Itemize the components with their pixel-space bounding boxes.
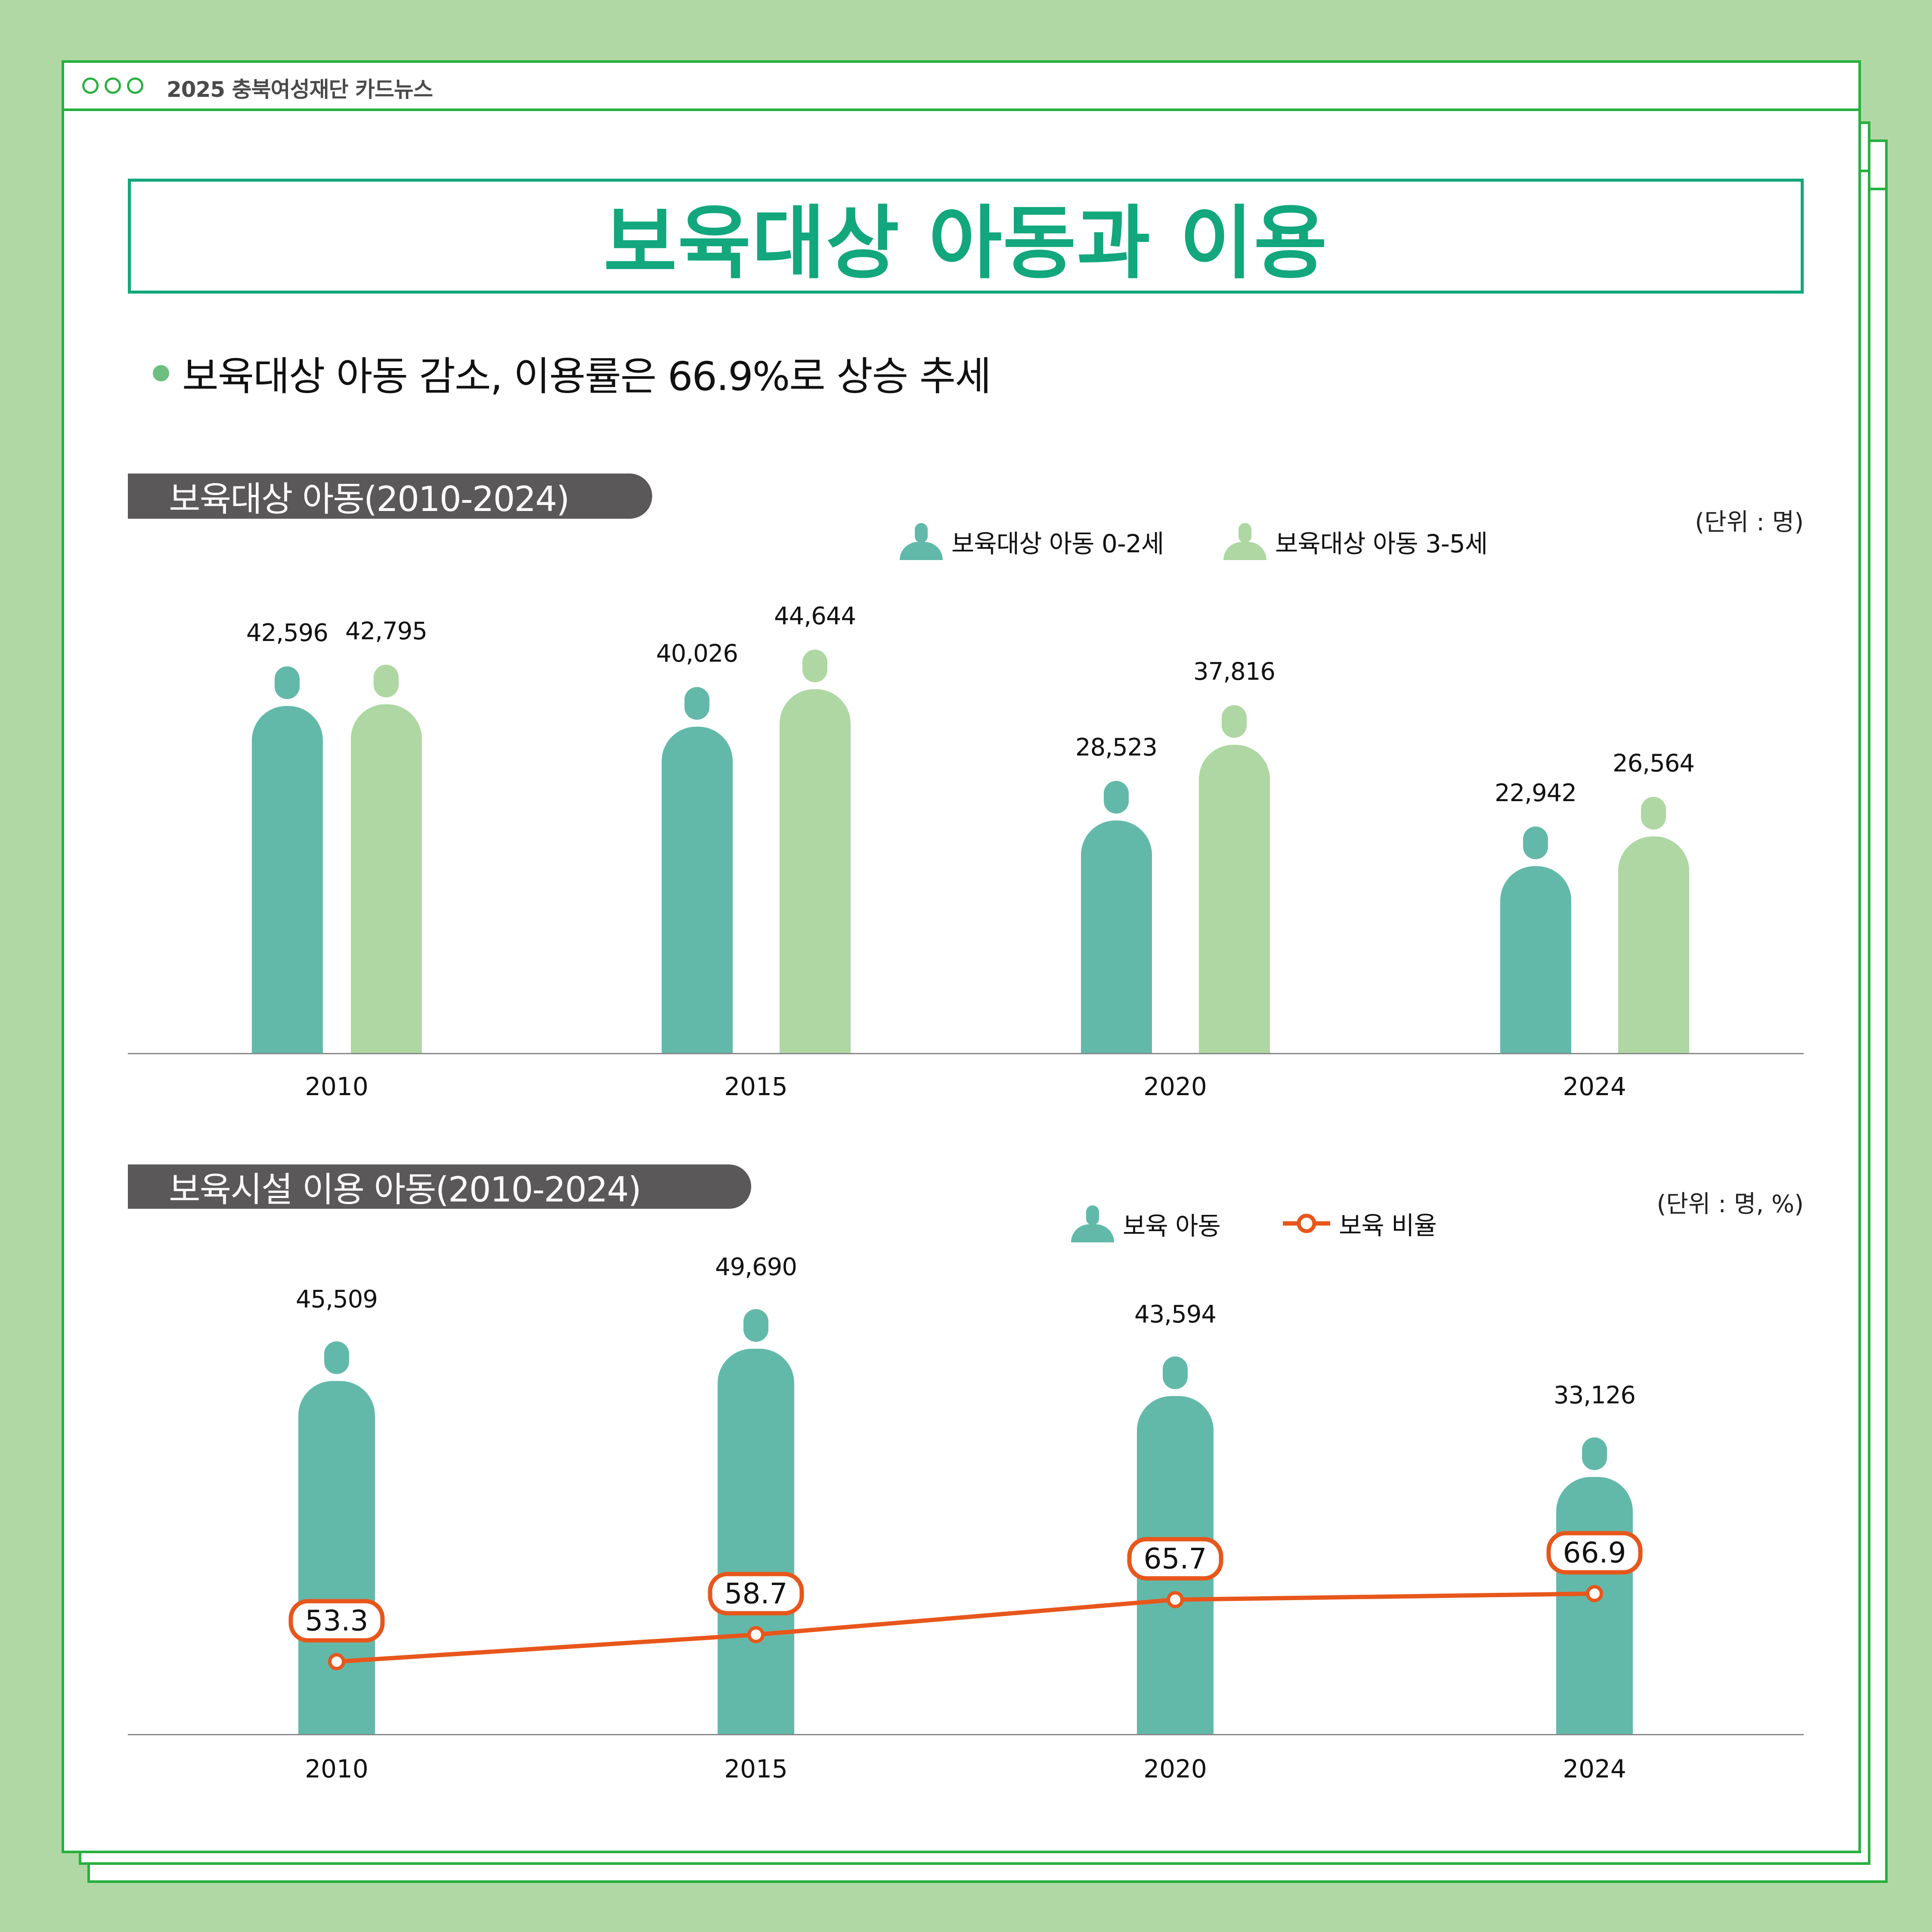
bar-body bbox=[661, 727, 733, 1053]
x-tick: 2015 bbox=[724, 1754, 788, 1783]
person-head-icon bbox=[743, 1309, 768, 1342]
person-head-icon bbox=[684, 687, 709, 720]
chart2-x-axis bbox=[128, 1734, 1804, 1735]
person-head-icon bbox=[1641, 797, 1666, 830]
ratio-label: 66.9 bbox=[1546, 1531, 1643, 1575]
person-bar bbox=[350, 664, 422, 1053]
section2-legend-ratio: 보육 비율 bbox=[1283, 1205, 1437, 1242]
person-bar bbox=[1500, 826, 1571, 1053]
x-tick: 2024 bbox=[1563, 1754, 1626, 1783]
circle-icon bbox=[82, 77, 99, 94]
person-head-icon bbox=[1163, 1356, 1188, 1389]
brand-label: 2025 충북여성재단 카드뉴스 bbox=[167, 77, 433, 102]
person-head-icon bbox=[374, 664, 399, 697]
chart1-x-axis bbox=[128, 1053, 1804, 1054]
person-bar bbox=[718, 1309, 794, 1734]
section2-unit: (단위 : 명, %) bbox=[1656, 1190, 1804, 1218]
person-icon bbox=[1071, 1205, 1114, 1242]
person-bar bbox=[1198, 705, 1270, 1053]
section2-legend-children: 보육 아동 bbox=[1071, 1205, 1221, 1242]
data-label: 37,816 bbox=[1193, 658, 1276, 686]
person-icon bbox=[900, 523, 943, 560]
section1-unit: (단위 : 명) bbox=[1695, 508, 1804, 536]
bar-body bbox=[718, 1349, 794, 1734]
bar-body bbox=[1500, 866, 1571, 1053]
window-dots bbox=[82, 77, 143, 94]
legend-label: 보육 비율 bbox=[1339, 1211, 1437, 1240]
x-tick: 2020 bbox=[1143, 1072, 1207, 1101]
person-head-icon bbox=[275, 666, 300, 699]
section1-title: 보육대상 아동(2010-2024) bbox=[128, 474, 652, 519]
headline: 보육대상 아동 감소, 이용률은 66.9%로 상승 추세 bbox=[153, 344, 991, 402]
section1-legend-3-5: 보육대상 아동 3-5세 bbox=[1223, 523, 1488, 560]
bar-body bbox=[1618, 836, 1689, 1053]
person-bar bbox=[661, 687, 733, 1053]
x-tick: 2020 bbox=[1143, 1754, 1207, 1783]
person-head-icon bbox=[1523, 826, 1548, 859]
x-tick: 2015 bbox=[724, 1072, 788, 1101]
data-label: 26,564 bbox=[1613, 749, 1695, 778]
data-label: 43,594 bbox=[1134, 1300, 1217, 1328]
circle-icon bbox=[127, 77, 143, 94]
person-bar bbox=[298, 1341, 375, 1734]
person-head-icon bbox=[324, 1341, 349, 1375]
ratio-label: 53.3 bbox=[288, 1599, 385, 1643]
data-label: 44,644 bbox=[774, 602, 856, 630]
window-header: 2025 충북여성재단 카드뉴스 bbox=[64, 63, 1858, 111]
section1-legend-0-2: 보육대상 아동 0-2세 bbox=[900, 523, 1164, 560]
data-label: 33,126 bbox=[1554, 1381, 1636, 1410]
person-bar bbox=[1556, 1437, 1633, 1734]
data-label: 40,026 bbox=[656, 640, 738, 668]
bar-body bbox=[1556, 1477, 1633, 1734]
ratio-label: 58.7 bbox=[708, 1572, 804, 1616]
section2-title: 보육시설 이용 아동(2010-2024) bbox=[128, 1164, 751, 1210]
title-box: 보육대상 아동과 이용 bbox=[128, 179, 1804, 294]
data-label: 22,942 bbox=[1495, 779, 1577, 807]
person-bar bbox=[251, 666, 323, 1053]
bullet-icon bbox=[153, 365, 169, 381]
data-label: 49,690 bbox=[715, 1253, 797, 1281]
x-tick: 2010 bbox=[305, 1072, 368, 1101]
bar-body bbox=[298, 1381, 375, 1734]
circle-icon bbox=[105, 77, 121, 94]
data-label: 28,523 bbox=[1075, 734, 1158, 762]
bar-body bbox=[779, 689, 851, 1053]
person-head-icon bbox=[1582, 1437, 1607, 1471]
bar-body bbox=[1198, 745, 1270, 1053]
line-marker-icon bbox=[1283, 1214, 1330, 1233]
legend-label: 보육대상 아동 0-2세 bbox=[951, 529, 1164, 558]
bar-body bbox=[251, 706, 323, 1053]
page-title: 보육대상 아동과 이용 bbox=[604, 196, 1328, 290]
legend-label: 보육대상 아동 3-5세 bbox=[1275, 529, 1488, 558]
person-icon bbox=[1223, 523, 1266, 560]
person-bar bbox=[1618, 797, 1689, 1053]
data-label: 42,596 bbox=[246, 619, 328, 647]
bar-body bbox=[350, 704, 422, 1053]
x-tick: 2024 bbox=[1563, 1072, 1626, 1101]
data-label: 45,509 bbox=[296, 1285, 378, 1314]
data-label: 42,795 bbox=[345, 617, 427, 645]
person-bar bbox=[1081, 781, 1152, 1053]
legend-label: 보육 아동 bbox=[1123, 1211, 1221, 1241]
headline-text: 보육대상 아동 감소, 이용률은 66.9%로 상승 추세 bbox=[182, 353, 991, 399]
person-head-icon bbox=[1104, 781, 1129, 814]
ratio-label: 65.7 bbox=[1127, 1537, 1223, 1581]
x-tick: 2010 bbox=[305, 1754, 368, 1783]
person-head-icon bbox=[802, 650, 827, 682]
bar-body bbox=[1081, 820, 1152, 1053]
person-head-icon bbox=[1222, 705, 1247, 738]
person-bar bbox=[779, 650, 851, 1053]
